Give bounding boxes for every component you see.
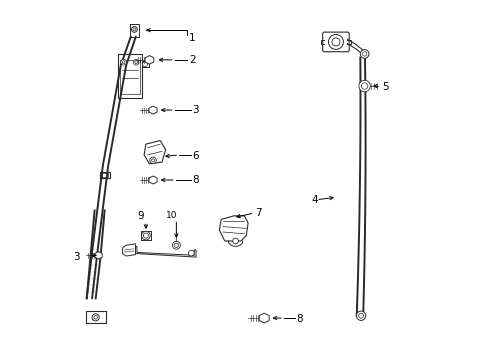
Circle shape — [358, 313, 363, 318]
Circle shape — [135, 61, 137, 64]
Circle shape — [149, 157, 156, 163]
Circle shape — [121, 59, 126, 65]
Circle shape — [358, 80, 369, 92]
FancyBboxPatch shape — [322, 32, 348, 52]
Circle shape — [133, 59, 139, 65]
Text: 6: 6 — [192, 150, 199, 161]
Circle shape — [232, 238, 238, 244]
Circle shape — [328, 35, 343, 49]
Circle shape — [356, 311, 365, 320]
Text: 3: 3 — [192, 105, 199, 115]
Text: 3: 3 — [73, 252, 80, 262]
Circle shape — [143, 233, 148, 238]
Polygon shape — [145, 55, 154, 64]
Polygon shape — [219, 216, 247, 241]
Circle shape — [174, 243, 178, 247]
Text: 1: 1 — [188, 33, 195, 43]
Circle shape — [172, 241, 180, 249]
Text: 10: 10 — [165, 211, 177, 220]
Text: 5: 5 — [382, 82, 388, 93]
Circle shape — [142, 231, 150, 240]
Text: 4: 4 — [311, 195, 317, 205]
Circle shape — [360, 50, 368, 58]
Circle shape — [362, 52, 366, 56]
Circle shape — [188, 250, 194, 256]
Polygon shape — [149, 176, 157, 184]
Circle shape — [122, 61, 125, 64]
Polygon shape — [259, 313, 268, 323]
Circle shape — [131, 27, 137, 32]
Polygon shape — [122, 244, 135, 256]
Polygon shape — [149, 106, 157, 114]
Circle shape — [94, 316, 97, 319]
Text: 9: 9 — [137, 211, 143, 221]
Polygon shape — [135, 246, 196, 257]
Polygon shape — [144, 140, 165, 164]
Circle shape — [361, 83, 367, 89]
Text: 2: 2 — [188, 55, 195, 65]
Text: 8: 8 — [192, 175, 199, 185]
Text: 7: 7 — [255, 208, 262, 218]
Circle shape — [92, 314, 99, 321]
Circle shape — [142, 62, 147, 67]
Circle shape — [331, 38, 339, 46]
Polygon shape — [95, 252, 102, 259]
Circle shape — [151, 159, 154, 162]
Text: 8: 8 — [296, 314, 303, 324]
Circle shape — [133, 28, 136, 31]
